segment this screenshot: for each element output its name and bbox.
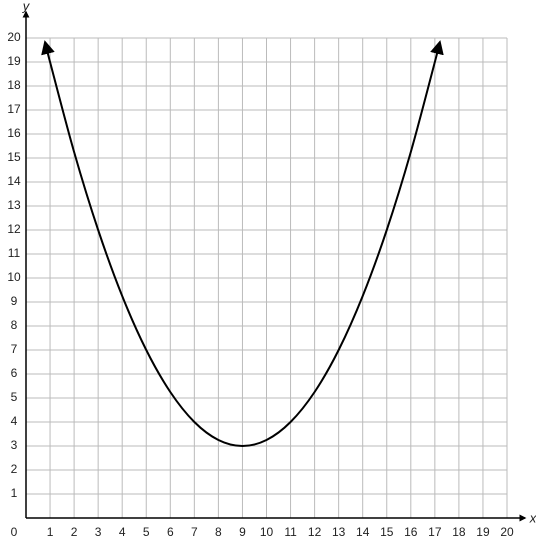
x-tick-label: 9 [239,525,246,539]
x-tick-label: 0 [11,525,18,539]
curve [41,40,444,448]
x-tick-label: 19 [476,525,490,539]
y-tick-label: 10 [7,270,21,284]
y-tick-label: 17 [7,102,21,116]
y-tick-label: 3 [11,438,18,452]
y-tick-label: 6 [11,366,18,380]
x-tick-label: 20 [500,525,514,539]
x-axis-label: x [529,510,536,525]
y-tick-label: 12 [7,222,21,236]
x-tick-label: 14 [356,525,370,539]
x-tick-label: 15 [380,525,394,539]
y-tick-label: 8 [11,318,18,332]
x-tick-label: 3 [95,525,102,539]
x-tick-label: 8 [215,525,222,539]
x-tick-label: 11 [284,525,297,539]
y-tick-label: 16 [7,126,21,140]
grid [26,37,508,518]
y-tick-label: 18 [7,78,21,92]
y-tick-label: 4 [11,414,18,428]
x-tick-label: 12 [308,525,322,539]
x-tick-label: 6 [167,525,174,539]
y-tick-label: 20 [7,30,21,44]
y-tick-label: 19 [7,54,21,68]
x-tick-label: 7 [191,525,198,539]
y-axis-label: y [22,0,31,13]
x-tick-label: 4 [119,525,126,539]
y-tick-label: 14 [7,174,21,188]
x-tick-label: 10 [260,525,274,539]
y-tick-label: 15 [7,150,21,164]
y-tick-label: 5 [11,390,18,404]
plot [41,40,444,448]
y-tick-label: 13 [7,198,21,212]
y-tick-label: 2 [11,462,18,476]
x-tick-label: 13 [332,525,346,539]
y-tick-label: 1 [11,486,18,500]
x-tick-label: 5 [143,525,150,539]
x-tick-label: 18 [452,525,466,539]
x-tick-label: 16 [404,525,418,539]
y-tick-label: 7 [11,342,18,356]
x-tick-label: 2 [71,525,78,539]
x-tick-label: 17 [428,525,442,539]
y-tick-label: 11 [8,246,21,260]
x-tick-label: 1 [47,525,54,539]
y-tick-label: 9 [11,294,18,308]
